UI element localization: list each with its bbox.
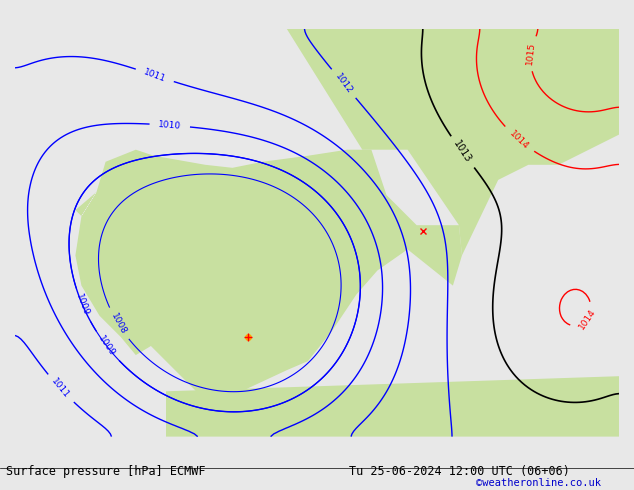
Text: Tu 25-06-2024 12:00 UTC (06+06): Tu 25-06-2024 12:00 UTC (06+06) bbox=[349, 465, 569, 478]
Text: ©weatheronline.co.uk: ©weatheronline.co.uk bbox=[476, 478, 600, 488]
Text: 1011: 1011 bbox=[50, 377, 71, 400]
Polygon shape bbox=[166, 376, 619, 437]
Text: 1012: 1012 bbox=[333, 72, 354, 96]
Text: 1014: 1014 bbox=[578, 307, 598, 331]
Polygon shape bbox=[287, 29, 619, 255]
Text: Surface pressure [hPa] ECMWF: Surface pressure [hPa] ECMWF bbox=[6, 465, 206, 478]
Polygon shape bbox=[75, 150, 462, 392]
Text: 1008: 1008 bbox=[109, 312, 127, 336]
Text: 1015: 1015 bbox=[525, 42, 537, 66]
Text: 1009: 1009 bbox=[74, 293, 91, 318]
Text: 1014: 1014 bbox=[507, 128, 530, 151]
Text: 1010: 1010 bbox=[158, 120, 181, 131]
Text: 1013: 1013 bbox=[451, 139, 474, 165]
Text: 1009: 1009 bbox=[97, 334, 117, 358]
Text: 1011: 1011 bbox=[143, 67, 167, 84]
